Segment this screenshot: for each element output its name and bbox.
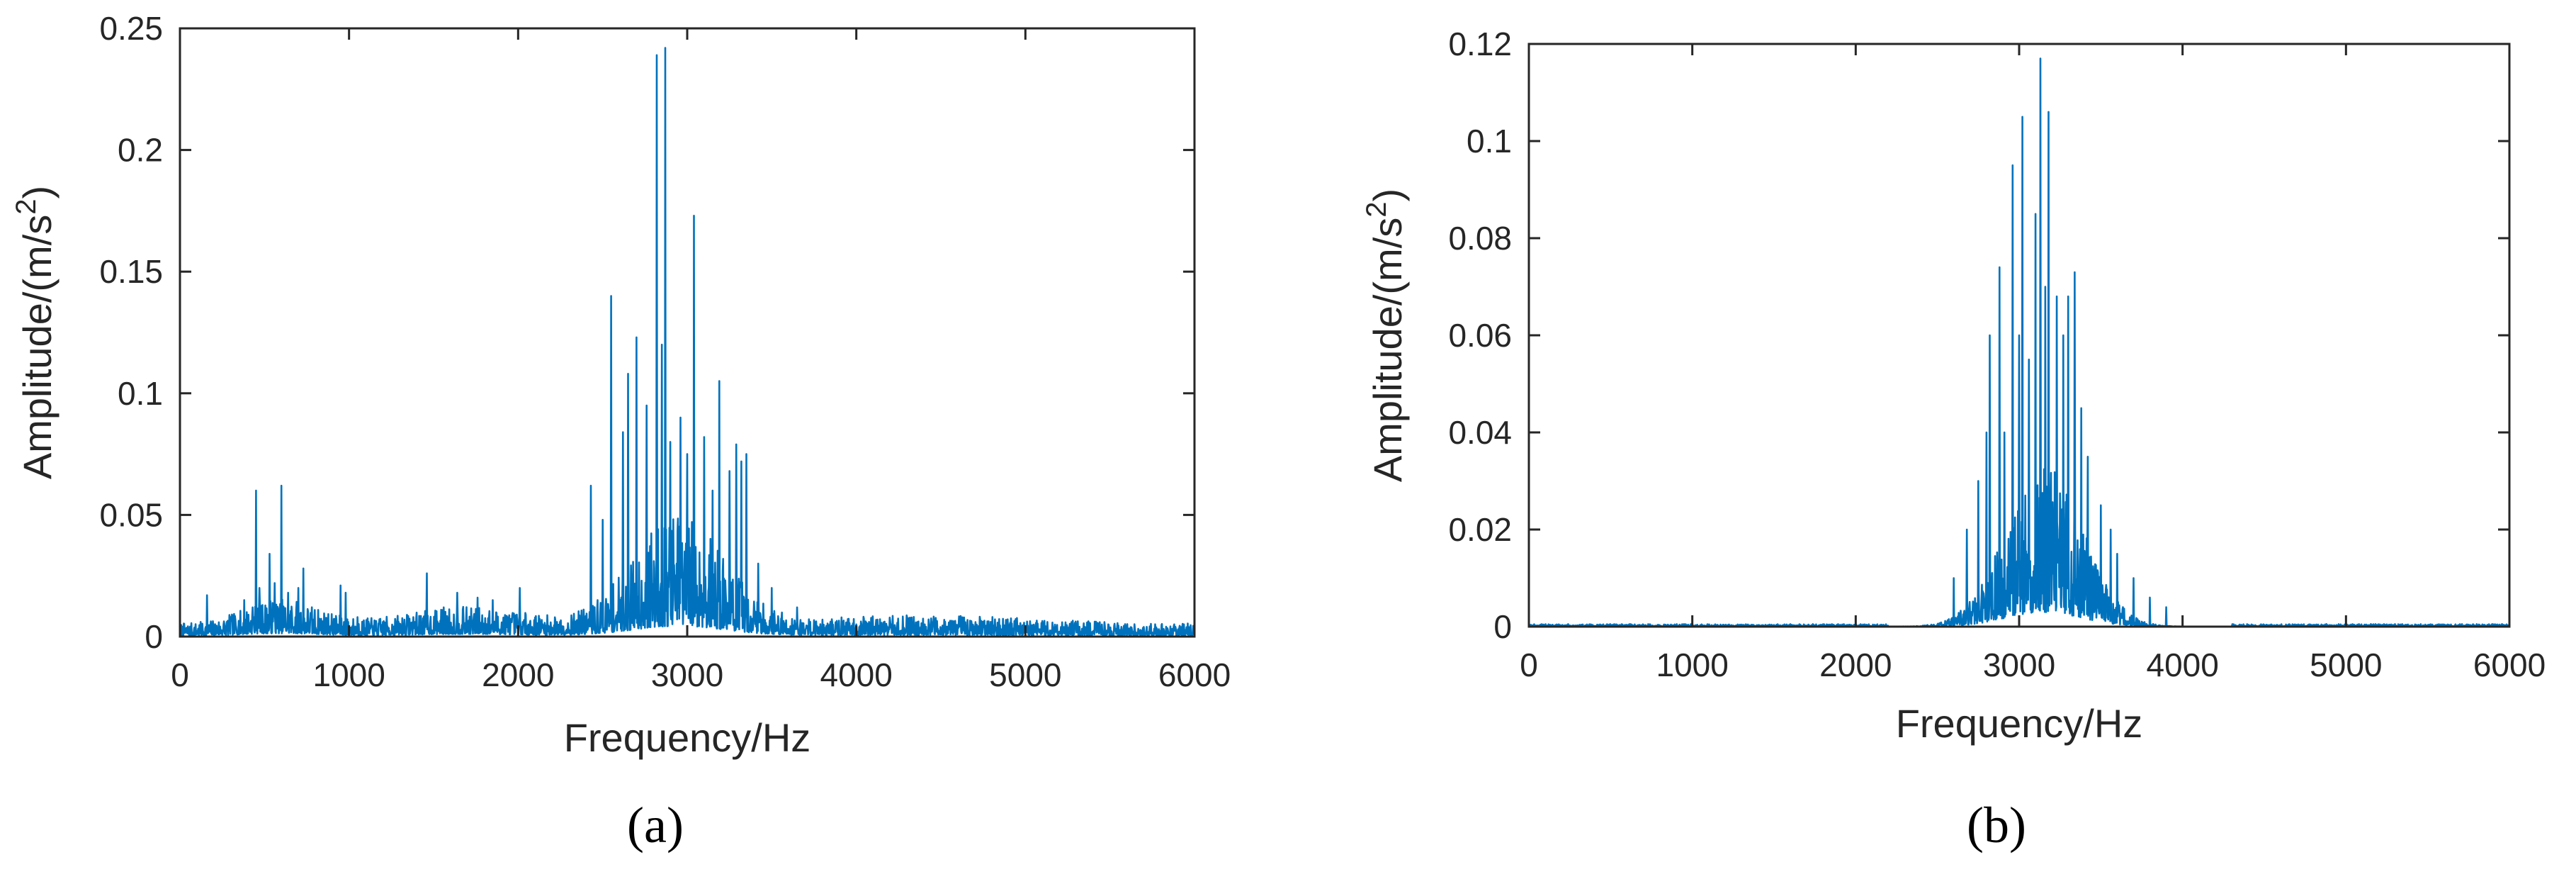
y-tick-label: 0.25 [99,10,163,47]
x-tick-label: 1000 [312,656,385,693]
chart-panel-b: 0 1000 2000 3000 4000 5000 6000 0 0.02 0.04 0.06 0.… [1288,0,2576,879]
y-tick-label: 0.06 [1448,317,1512,354]
x-tick-label: 0 [171,656,189,693]
y-tick-label: 0.15 [99,253,163,290]
x-tick-label: 2000 [1819,646,1892,683]
x-tick-label: 5000 [989,656,1061,693]
y-tick-label: 0.05 [99,496,163,533]
y-axis-label-close: ) [15,186,60,199]
y-tick-label: 0.1 [118,375,163,412]
chart-b-svg: 0 1000 2000 3000 4000 5000 6000 0 0.02 0.04 0.06 0.… [1361,26,2546,853]
y-axis-label-superscript: 2 [11,198,42,214]
x-axis-label: Frequency/Hz [1896,701,2143,746]
y-axis-label-superscript: 2 [1361,201,1392,217]
y-axis-label-main: Amplitude/(m/s [1365,218,1410,482]
y-tick-label: 0.12 [1448,26,1512,62]
x-tick-label: 3000 [1983,646,2055,683]
chart-a-svg: 0 1000 2000 3000 4000 5000 6000 0 0.05 0.1 0.15 0.2… [11,10,1231,853]
y-tick-label: 0 [145,618,163,655]
x-tick-label: 0 [1520,646,1538,683]
chart-panel-a: 0 1000 2000 3000 4000 5000 6000 0 0.05 0.1 0.15 0.2… [11,10,1231,853]
x-tick-label: 6000 [1158,656,1231,693]
x-tick-label: 3000 [651,656,723,693]
x-tick-label: 6000 [2473,646,2546,683]
spectrum-series-line [1528,57,2511,628]
x-tick-label: 1000 [1656,646,1728,683]
y-axis-label: Amplitude/(m/s2) [11,186,60,479]
y-tick-label: 0.02 [1448,511,1512,548]
x-tick-label: 4000 [2146,646,2218,683]
y-tick-label: 0.08 [1448,220,1512,257]
y-tick-label: 0.2 [118,132,163,169]
x-tick-label: 4000 [820,656,892,693]
y-axis-label: Amplitude/(m/s2) [1361,189,1410,482]
y-tick-label: 0 [1493,608,1512,645]
x-axis-label: Frequency/Hz [564,715,811,760]
panel-caption: (b) [1967,797,2026,853]
y-axis-label-main: Amplitude/(m/s [15,215,60,479]
x-tick-label: 2000 [482,656,554,693]
y-tick-label: 0.04 [1448,414,1512,451]
panel-caption: (a) [627,797,684,853]
spectrum-series-line [179,47,1196,637]
x-tick-label: 5000 [2310,646,2382,683]
y-axis-label-close: ) [1365,189,1410,202]
y-tick-label: 0.1 [1467,123,1512,159]
